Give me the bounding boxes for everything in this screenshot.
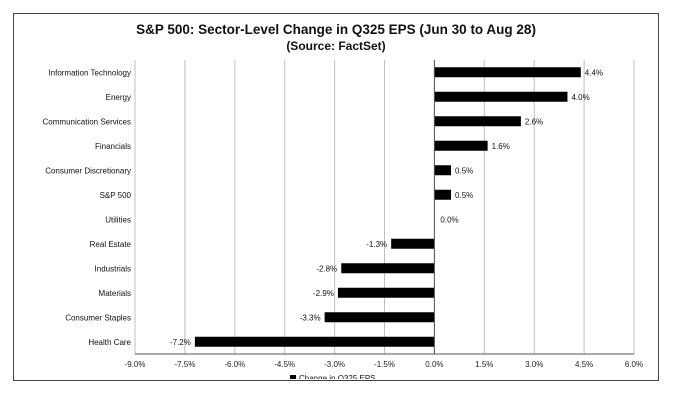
category-label: Information Technology [48,68,131,77]
category-label: Health Care [88,338,131,347]
category-label: Utilities [105,215,131,224]
bar [434,67,581,78]
x-tick-label: 0.0% [425,360,443,369]
data-label: -7.2% [170,338,191,347]
chart-title: S&P 500: Sector-Level Change in Q325 EPS… [136,22,536,37]
bar [341,263,435,274]
category-label: Consumer Staples [65,313,131,322]
chart-subtitle: (Source: FactSet) [286,39,386,53]
category-label: Industrials [95,264,131,273]
bar-chart: -9.0% -7.5% -6.0% -4.5% -3.0% -1.5% 0.0% 1.5% 3.… [43,60,643,379]
legend-swatch [290,375,296,379]
bar [434,189,452,200]
bar [324,312,435,323]
category-label: Energy [106,93,131,102]
x-tick-label: 6.0% [625,360,643,369]
data-label: 4.0% [571,93,589,102]
bar [434,116,521,127]
chart-frame: S&P 500: Sector-Level Change in Q325 EPS… [13,13,659,381]
bar [434,91,568,102]
data-label: -2.8% [316,264,337,273]
bar [337,287,435,298]
category-label: Real Estate [90,240,132,249]
bar [434,165,452,176]
category-label: Communication Services [43,117,131,126]
data-label: 4.4% [585,68,603,77]
bar [434,140,488,151]
data-label: -1.3% [366,240,387,249]
x-tick-label: 3.0% [525,360,543,369]
data-label: -3.3% [300,313,321,322]
x-tick-label: -7.5% [174,360,195,369]
legend-label: Change in Q325 EPS [299,374,376,379]
category-label: Consumer Discretionary [45,166,131,175]
data-label: 0.5% [455,191,473,200]
data-label: 2.6% [525,117,543,126]
data-label: 1.6% [492,142,510,151]
x-tick-label: -9.0% [125,360,146,369]
bar [194,336,435,347]
bar [391,238,435,249]
category-label: Financials [95,142,131,151]
x-tick-label: -6.0% [224,360,245,369]
data-label: -2.9% [313,289,334,298]
x-tick-label: -3.0% [324,360,345,369]
x-tick-label: -4.5% [274,360,295,369]
x-tick-label: 1.5% [475,360,493,369]
data-label: 0.5% [455,166,473,175]
x-tick-label: 4.5% [575,360,593,369]
category-label: S&P 500 [100,191,132,200]
x-tick-label: -1.5% [374,360,395,369]
data-label: 0.0% [440,215,458,224]
category-label: Materials [99,289,131,298]
